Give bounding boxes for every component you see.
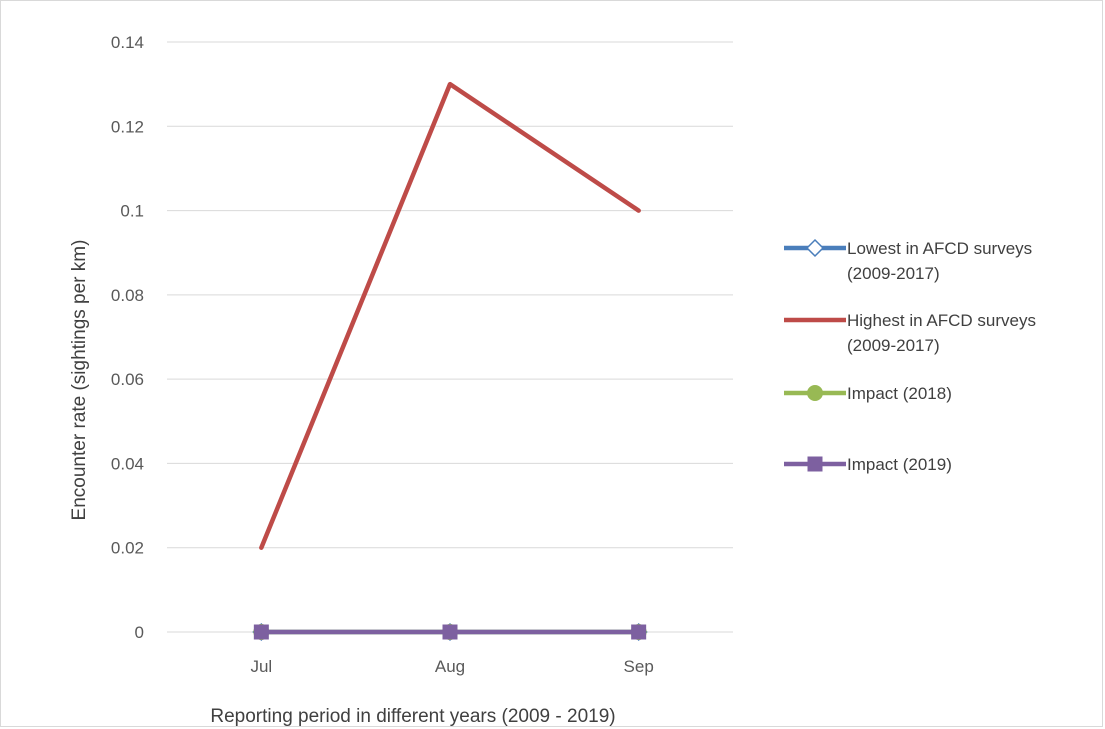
legend-item: Impact (2019) <box>784 455 952 474</box>
data-point <box>253 624 269 640</box>
data-point <box>631 624 647 640</box>
data-point <box>442 624 458 640</box>
legend-label: Impact (2019) <box>847 455 952 474</box>
legend-label: (2009-2017) <box>847 336 940 355</box>
legend: Lowest in AFCD surveys(2009-2017)Highest… <box>784 238 1036 474</box>
legend-label: (2009-2017) <box>847 264 940 283</box>
series-line <box>259 81 641 550</box>
y-tick-label: 0.08 <box>111 286 144 305</box>
series-4 <box>253 624 647 640</box>
legend-label: Highest in AFCD surveys <box>847 311 1036 330</box>
legend-label: Impact (2018) <box>847 384 952 403</box>
series-lines <box>252 81 648 642</box>
gridlines <box>167 41 733 633</box>
series-2 <box>259 81 641 550</box>
y-tick-label: 0.02 <box>111 539 144 558</box>
legend-marker <box>805 238 825 258</box>
y-tick-label: 0.14 <box>111 33 144 52</box>
x-axis-title: Reporting period in different years (200… <box>210 706 615 727</box>
legend-item: Impact (2018) <box>784 384 952 403</box>
y-tick-label: 0.1 <box>120 202 144 221</box>
y-tick-label: 0.04 <box>111 454 144 473</box>
x-tick-labels: Jul Aug Sep <box>250 657 653 676</box>
y-tick-labels: 0 0.02 0.04 0.06 0.08 0.1 0.12 0.14 <box>111 33 144 642</box>
x-tick-label: Aug <box>435 657 465 676</box>
legend-marker <box>807 456 823 472</box>
y-tick-label: 0 <box>135 623 144 642</box>
legend-item: Lowest in AFCD surveys (2009-2017) <box>784 238 1032 283</box>
legend-marker <box>807 385 823 401</box>
legend-item: Highest in AFCD surveys (2009-2017) <box>784 311 1036 355</box>
y-axis-title: Encounter rate (sightings per km) <box>69 240 90 521</box>
x-tick-label: Sep <box>624 657 654 676</box>
y-tick-label: 0.06 <box>111 370 144 389</box>
x-tick-label: Jul <box>250 657 272 676</box>
y-tick-label: 0.12 <box>111 117 144 136</box>
legend-label: Lowest in AFCD surveys <box>847 239 1032 258</box>
